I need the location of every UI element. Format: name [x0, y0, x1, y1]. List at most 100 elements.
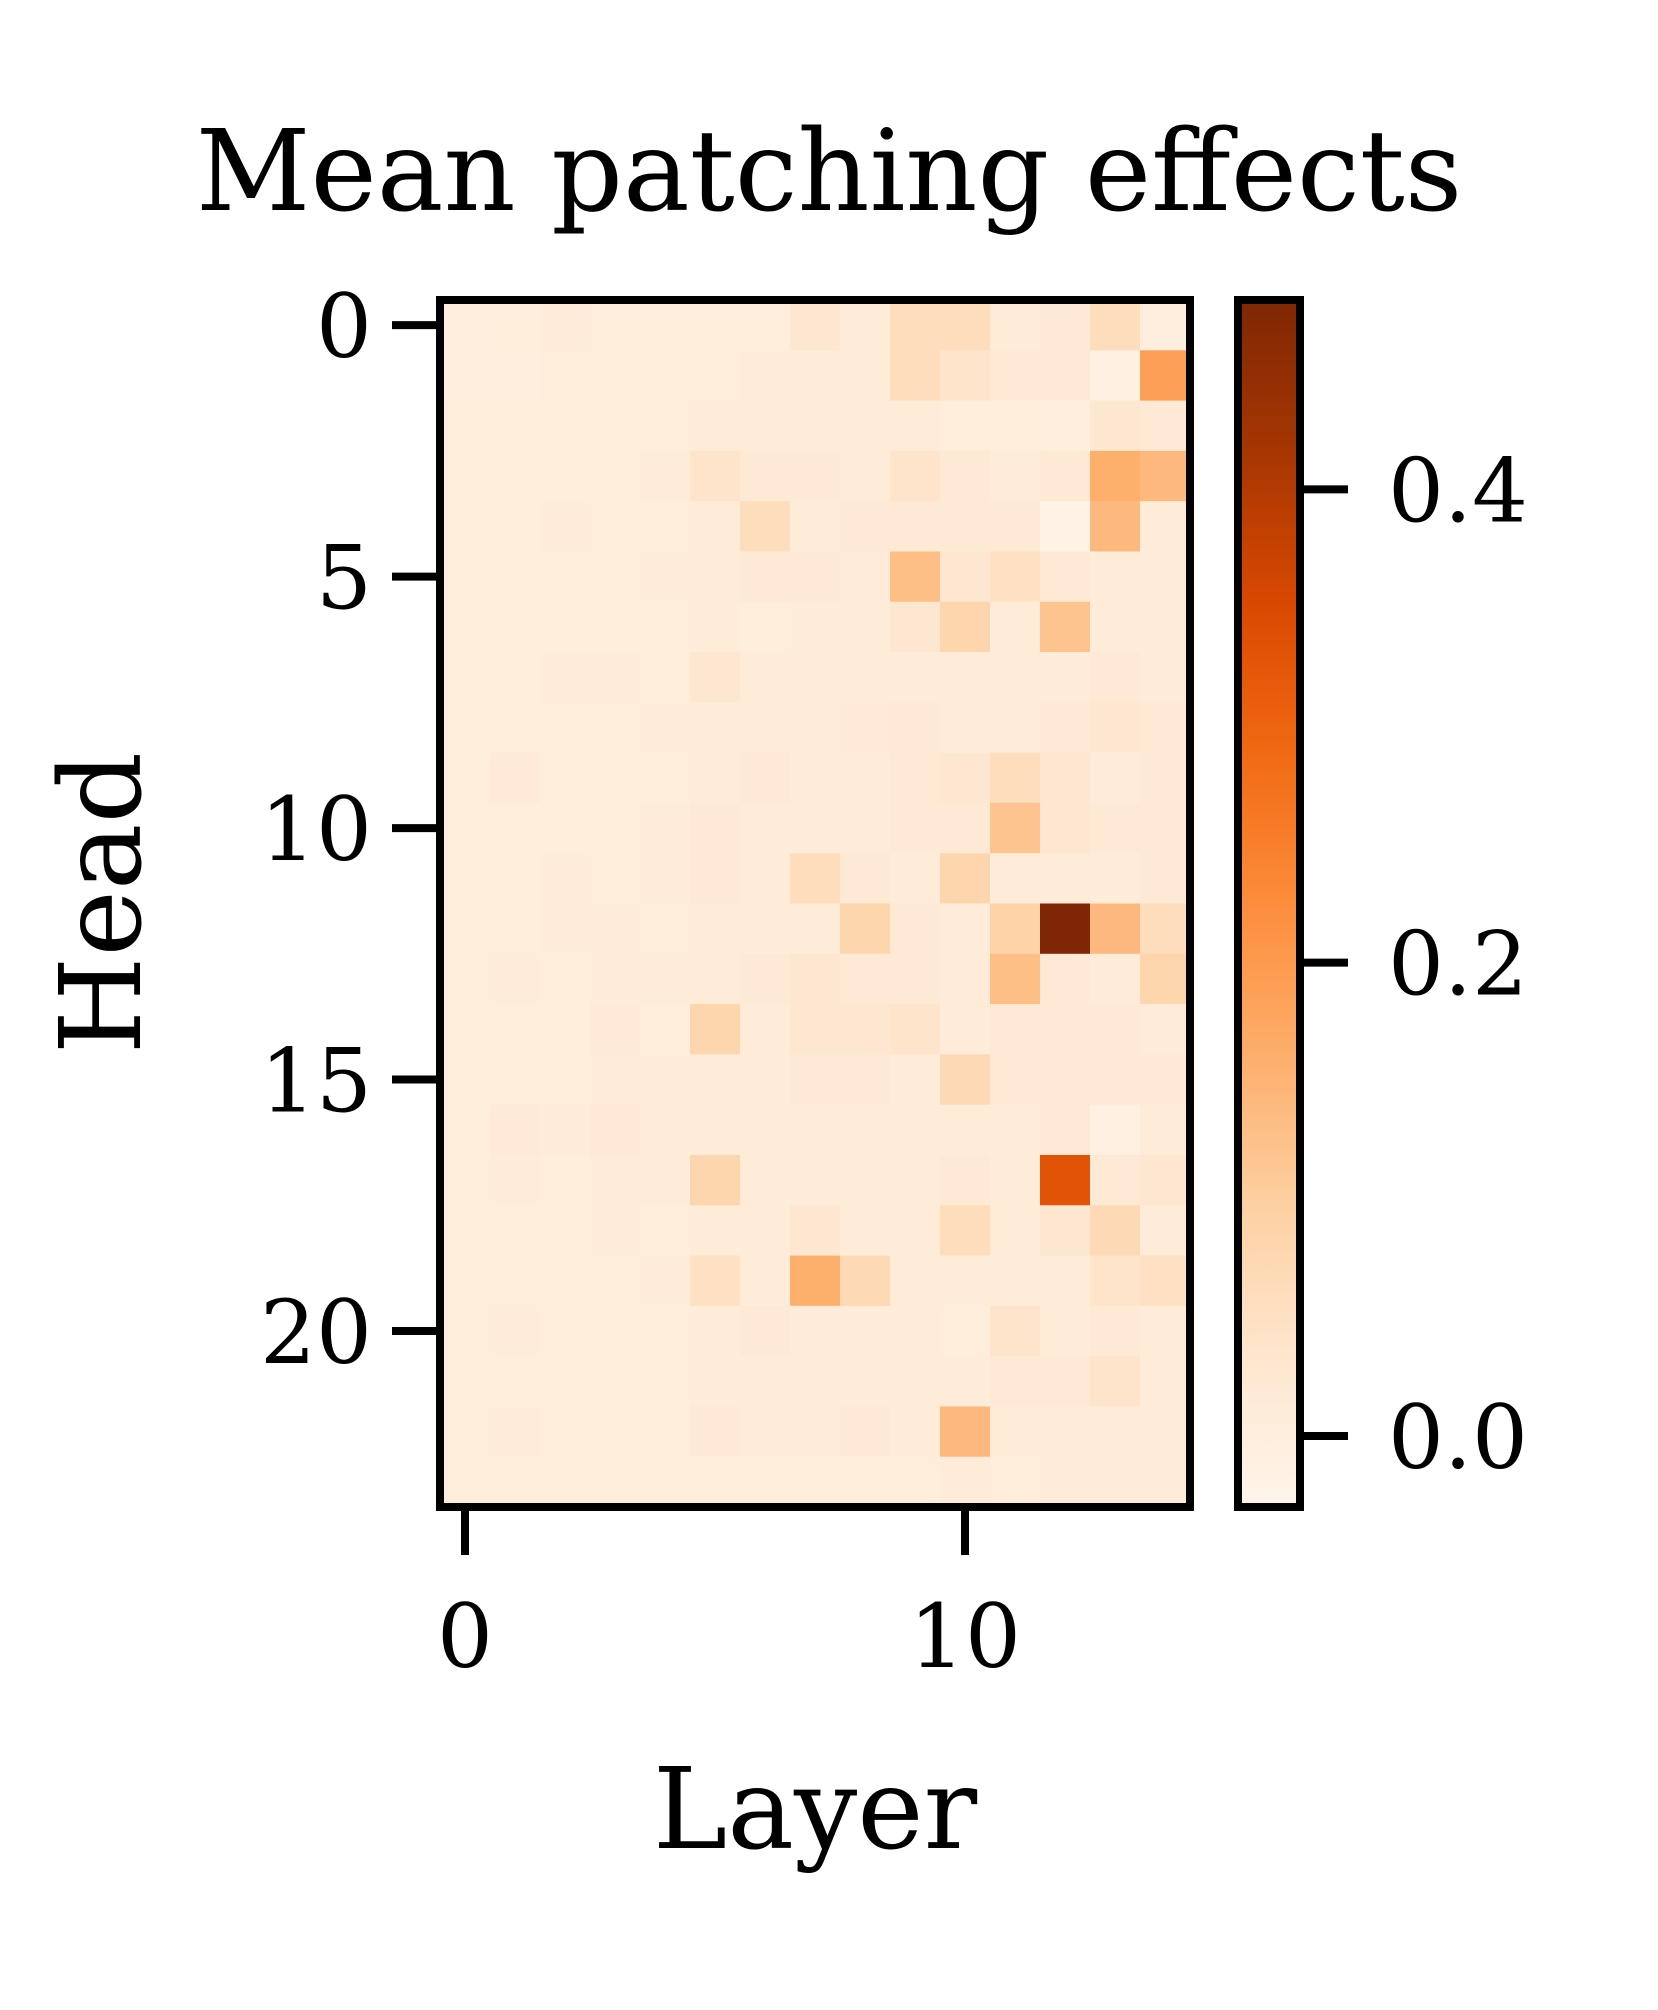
heatmap-cell [890, 1406, 941, 1458]
heatmap-cell [990, 1305, 1041, 1357]
heatmap-cell [1040, 802, 1091, 854]
heatmap-cell [890, 1305, 941, 1357]
heatmap-cell [790, 400, 841, 452]
heatmap-cell [790, 1255, 841, 1307]
heatmap-cell [1140, 1054, 1191, 1106]
heatmap-cell [940, 953, 991, 1005]
heatmap-cell [590, 1255, 641, 1307]
heatmap-cell [640, 1255, 691, 1307]
heatmap-cell [690, 853, 741, 905]
heatmap-cell [690, 350, 741, 402]
heatmap-cell [640, 903, 691, 955]
heatmap-cell [940, 400, 991, 452]
heatmap-cell [440, 1004, 491, 1055]
heatmap-cell [590, 551, 641, 603]
heatmap-cell [790, 601, 841, 653]
heatmap-cell [540, 1255, 591, 1307]
heatmap-cell [590, 802, 641, 854]
heatmap-cell [1140, 652, 1191, 703]
heatmap-cell [940, 1356, 991, 1408]
heatmap-cell [440, 450, 491, 502]
heatmap-cell [1090, 551, 1141, 603]
heatmap-cell [990, 752, 1041, 804]
heatmap-cell [1140, 1255, 1191, 1307]
heatmap-cell [440, 1356, 491, 1408]
heatmap-cell [1090, 1356, 1141, 1408]
heatmap-cell [790, 802, 841, 854]
heatmap-cell [490, 1205, 541, 1257]
heatmap-cell [1090, 300, 1141, 351]
heatmap-cell [990, 1255, 1041, 1307]
heatmap-cell [1040, 400, 1091, 452]
heatmap-cell [740, 1255, 791, 1307]
heatmap-cell [790, 853, 841, 905]
heatmap-cell [840, 702, 891, 754]
heatmap-cell [790, 1004, 841, 1055]
heatmap-cell [440, 1154, 491, 1206]
heatmap-cell [940, 802, 991, 854]
heatmap-cell [1040, 702, 1091, 754]
heatmap-cell [540, 702, 591, 754]
heatmap-cell [440, 1104, 491, 1156]
heatmap-cell [540, 853, 591, 905]
heatmap-cell [1140, 1154, 1191, 1206]
heatmap-cell [1140, 300, 1191, 351]
heatmap-cell [540, 1054, 591, 1106]
heatmap-cell [790, 1305, 841, 1357]
heatmap-cell [890, 501, 941, 553]
heatmap-cell [890, 652, 941, 703]
heatmap-cell [1140, 702, 1191, 754]
heatmap-cell [1140, 350, 1191, 402]
heatmap-cell [990, 1054, 1041, 1106]
heatmap-cell [940, 501, 991, 553]
heatmap-cell [440, 903, 491, 955]
heatmap-cell [1040, 1406, 1091, 1458]
y-axis-ticks: 0 5 10 15 20 [260, 275, 440, 1384]
heatmap-cell [990, 953, 1041, 1005]
heatmap-cell [590, 1154, 641, 1206]
heatmap-cell [840, 1406, 891, 1458]
heatmap-cell [590, 652, 641, 703]
heatmap-cell [1040, 601, 1091, 653]
heatmap-cell [490, 551, 541, 603]
heatmap-cell [690, 1255, 741, 1307]
heatmap-cell [940, 1406, 991, 1458]
heatmap-cell [940, 450, 991, 502]
heatmap-cell [590, 702, 641, 754]
heatmap-cell [940, 1004, 991, 1055]
heatmap-cell [690, 903, 741, 955]
heatmap-cell [590, 953, 641, 1005]
heatmap-cell [790, 1356, 841, 1408]
heatmap-cell [690, 300, 741, 351]
heatmap-cell [890, 350, 941, 402]
heatmap-cell [840, 350, 891, 402]
heatmap-cell [1040, 1305, 1091, 1357]
heatmap-cell [890, 1255, 941, 1307]
heatmap-cell [840, 1154, 891, 1206]
heatmap-cell [1140, 752, 1191, 804]
heatmap-cell [840, 1305, 891, 1357]
heatmap-cell [740, 1356, 791, 1408]
heatmap-cell [840, 853, 891, 905]
heatmap-cell [1090, 953, 1141, 1005]
heatmap-cell [890, 1054, 941, 1106]
heatmap-cell [540, 802, 591, 854]
heatmap-cell [940, 1255, 991, 1307]
heatmap-cell [990, 1406, 1041, 1458]
colorbar-tick-label: 0.2 [1388, 913, 1528, 1016]
heatmap-cell [1090, 400, 1141, 452]
heatmap-cell [1140, 1305, 1191, 1357]
heatmap-cell [890, 802, 941, 854]
heatmap-cell [790, 300, 841, 351]
heatmap-cell [690, 652, 741, 703]
heatmap-cell [1040, 1004, 1091, 1055]
heatmap-cell [940, 350, 991, 402]
heatmap-cell [490, 1456, 541, 1508]
heatmap-cell [740, 551, 791, 603]
x-tick-label: 0 [437, 1585, 493, 1688]
heatmap-cell [890, 1154, 941, 1206]
heatmap-cell [840, 551, 891, 603]
heatmap-cell [940, 1104, 991, 1156]
y-axis-label: Head [37, 752, 167, 1054]
